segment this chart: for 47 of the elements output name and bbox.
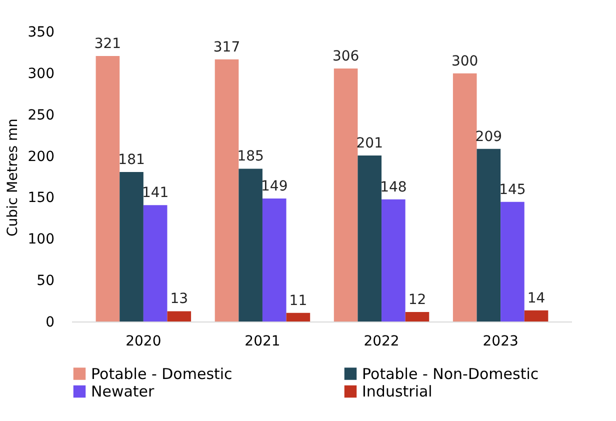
y-tick-label: 50 [36, 273, 54, 290]
bar [96, 56, 120, 322]
bar [286, 312, 310, 322]
bar [120, 172, 144, 322]
data-label: 14 [527, 290, 546, 306]
legend-label: Potable - Domestic [91, 364, 232, 383]
bar [476, 148, 501, 322]
bar [262, 198, 286, 322]
y-tick-label: 150 [28, 190, 54, 206]
y-tick-label: 200 [28, 148, 54, 165]
data-label: 141 [142, 185, 169, 202]
bar [382, 199, 406, 322]
bar [167, 311, 192, 322]
data-label: 317 [213, 39, 240, 56]
data-label: 300 [451, 53, 478, 70]
x-tick-label: 2023 [482, 334, 518, 350]
data-label: 145 [499, 182, 526, 198]
data-label: 13 [170, 291, 188, 308]
y-tick-label: 350 [28, 24, 54, 40]
data-label: 306 [332, 48, 360, 64]
bar [238, 168, 262, 322]
data-label: 11 [289, 292, 308, 309]
data-label: 321 [94, 36, 122, 52]
bar [358, 155, 382, 322]
bar [334, 68, 358, 322]
data-label: 181 [118, 152, 145, 168]
legend-label: Potable - Non-Domestic [362, 364, 539, 383]
y-tick-label: 250 [28, 107, 54, 124]
y-tick-label: 100 [28, 232, 54, 248]
bar [214, 59, 239, 322]
y-tick-label: 300 [28, 66, 54, 82]
x-tick-label: 2022 [364, 334, 400, 350]
data-label: 185 [237, 148, 264, 165]
data-label: 12 [408, 292, 426, 308]
bar [452, 73, 477, 322]
bar [405, 312, 430, 322]
bar [143, 205, 168, 322]
x-tick-label: 2020 [126, 334, 162, 350]
y-axis-title: Cubic Metres mn [4, 118, 21, 237]
bar [524, 310, 548, 322]
y-tick-label: 0 [46, 314, 54, 330]
bar [500, 202, 524, 322]
data-label: 148 [380, 179, 407, 196]
x-tick-label: 2021 [244, 334, 280, 350]
legend-label: Newater [91, 382, 156, 400]
data-label: 149 [261, 178, 288, 195]
legend-label: Industrial [362, 382, 432, 400]
